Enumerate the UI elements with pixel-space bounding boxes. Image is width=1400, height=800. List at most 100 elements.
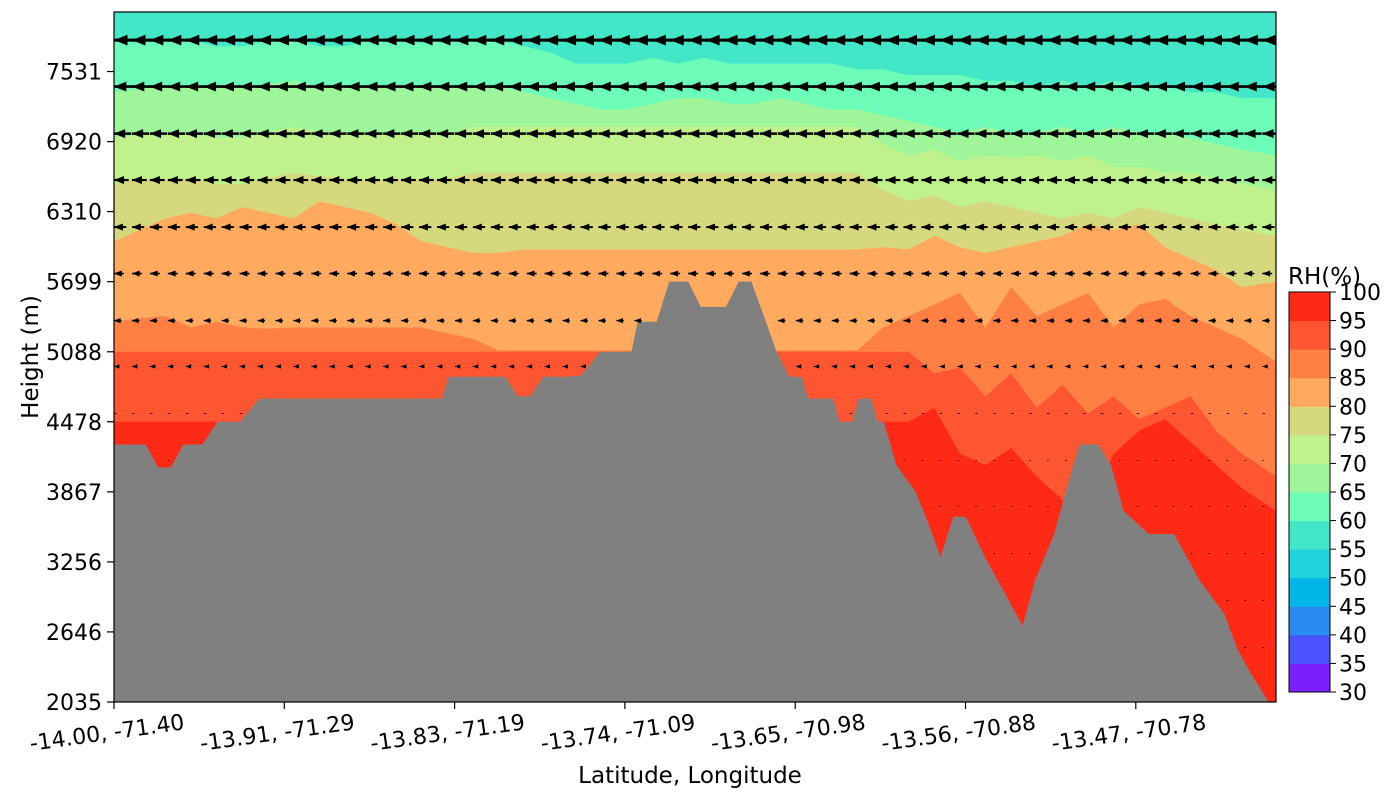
wind-arrowhead xyxy=(311,129,323,139)
wind-arrowhead xyxy=(419,270,427,277)
wind-arrowhead xyxy=(849,81,862,92)
wind-arrowhead xyxy=(616,81,629,92)
wind-arrowhead xyxy=(1011,270,1019,277)
wind-arrowhead xyxy=(383,81,396,92)
wind-arrowhead xyxy=(831,270,840,277)
wind-arrowhead xyxy=(257,81,270,92)
wind-arrowhead xyxy=(1244,223,1254,231)
wind-arrowhead xyxy=(867,223,877,231)
wind-arrowhead xyxy=(329,81,342,92)
wind-arrowhead xyxy=(114,270,122,277)
wind-arrowhead xyxy=(257,223,267,231)
wind-arrowhead xyxy=(975,129,987,139)
wind-arrowhead xyxy=(993,129,1005,139)
wind-arrowhead xyxy=(813,129,825,139)
wind-arrowhead xyxy=(1262,34,1276,46)
wind-arrowhead xyxy=(1136,34,1151,46)
wind-arrowhead xyxy=(688,81,701,92)
y-tick-label: 6310 xyxy=(46,201,102,226)
x-axis-label: Latitude, Longitude xyxy=(578,763,802,789)
wind-arrowhead xyxy=(795,81,809,92)
wind-arrowhead xyxy=(831,81,845,92)
wind-arrowhead xyxy=(383,176,394,185)
wind-arrowhead xyxy=(203,34,218,46)
wind-arrowhead xyxy=(1172,34,1187,46)
colorbar-swatch xyxy=(1289,434,1330,464)
wind-arrowhead xyxy=(741,81,755,92)
wind-arrowhead xyxy=(490,129,502,139)
wind-arrowhead xyxy=(777,317,785,324)
wind-arrowhead xyxy=(706,81,719,92)
wind-arrowhead xyxy=(526,34,541,46)
wind-arrowhead xyxy=(1064,317,1072,324)
wind-arrowhead xyxy=(1226,176,1237,185)
colorbar-tick-label: 65 xyxy=(1339,481,1367,506)
wind-arrowhead xyxy=(1226,34,1240,46)
wind-arrowhead xyxy=(544,176,555,185)
wind-arrowhead xyxy=(741,223,751,231)
colorbar-tick-label: 80 xyxy=(1339,395,1367,420)
wind-arrowhead xyxy=(1029,364,1035,369)
wind-arrowhead xyxy=(454,270,463,277)
wind-arrowhead xyxy=(436,129,449,139)
wind-arrowhead xyxy=(472,34,487,46)
wind-arrowhead xyxy=(975,270,983,277)
wind-arrowhead xyxy=(1154,270,1163,277)
wind-arrowhead xyxy=(831,129,843,139)
wind-arrowhead xyxy=(1011,317,1018,324)
colorbar-swatch xyxy=(1289,663,1330,693)
wind-arrowhead xyxy=(257,34,272,46)
wind-arrowhead xyxy=(777,34,792,46)
wind-arrowhead xyxy=(957,34,971,46)
wind-arrowhead xyxy=(185,364,192,369)
wind-arrowhead xyxy=(1136,176,1147,185)
wind-arrowhead xyxy=(1244,270,1253,277)
wind-arrowhead xyxy=(1226,129,1238,139)
wind-arrowhead xyxy=(580,223,590,231)
wind-arrowhead xyxy=(419,364,425,369)
wind-arrowhead xyxy=(1208,81,1221,92)
y-axis-label: Height (m) xyxy=(18,295,44,419)
wind-arrowhead xyxy=(1118,317,1126,324)
terrain-mask xyxy=(114,281,1269,702)
wind-arrowhead xyxy=(436,270,445,277)
colorbar-swatch xyxy=(1289,292,1330,322)
wind-arrowhead xyxy=(185,129,197,139)
wind-arrowhead xyxy=(365,223,375,231)
wind-arrowhead xyxy=(1244,129,1256,139)
wind-arrowhead xyxy=(167,176,178,185)
wind-arrowhead xyxy=(562,129,574,139)
wind-arrowhead xyxy=(724,270,732,277)
wind-arrowhead xyxy=(1100,34,1115,46)
wind-arrowhead xyxy=(562,34,577,46)
wind-vectors xyxy=(114,34,1276,648)
wind-arrowhead xyxy=(293,270,302,277)
colorbar-tick-label: 50 xyxy=(1339,567,1367,592)
wind-arrowhead xyxy=(347,317,354,324)
wind-arrowhead xyxy=(508,34,523,46)
wind-arrowhead xyxy=(813,270,822,277)
wind-arrowhead xyxy=(975,176,986,185)
wind-arrowhead xyxy=(1262,223,1272,231)
wind-arrowhead xyxy=(311,317,318,324)
wind-arrowhead xyxy=(257,176,268,185)
wind-arrowhead xyxy=(419,317,426,324)
wind-arrowhead xyxy=(795,270,804,277)
wind-arrowhead xyxy=(921,176,932,185)
wind-arrowhead xyxy=(921,364,927,369)
wind-arrowhead xyxy=(221,129,233,139)
x-tick-label: -13.74, -71.09 xyxy=(539,710,697,756)
wind-arrowhead xyxy=(203,81,217,92)
wind-arrowhead xyxy=(1244,81,1257,92)
wind-arrowhead xyxy=(1064,364,1071,369)
wind-arrowhead xyxy=(616,176,627,185)
wind-arrowhead xyxy=(293,34,307,46)
wind-arrowhead xyxy=(149,81,163,92)
wind-arrowhead xyxy=(526,176,537,185)
wind-arrowhead xyxy=(885,270,894,277)
wind-arrowhead xyxy=(275,81,288,92)
wind-arrowhead xyxy=(1226,223,1236,231)
wind-arrowhead xyxy=(634,81,647,92)
wind-arrowhead xyxy=(544,129,556,139)
wind-arrowhead xyxy=(867,317,875,324)
